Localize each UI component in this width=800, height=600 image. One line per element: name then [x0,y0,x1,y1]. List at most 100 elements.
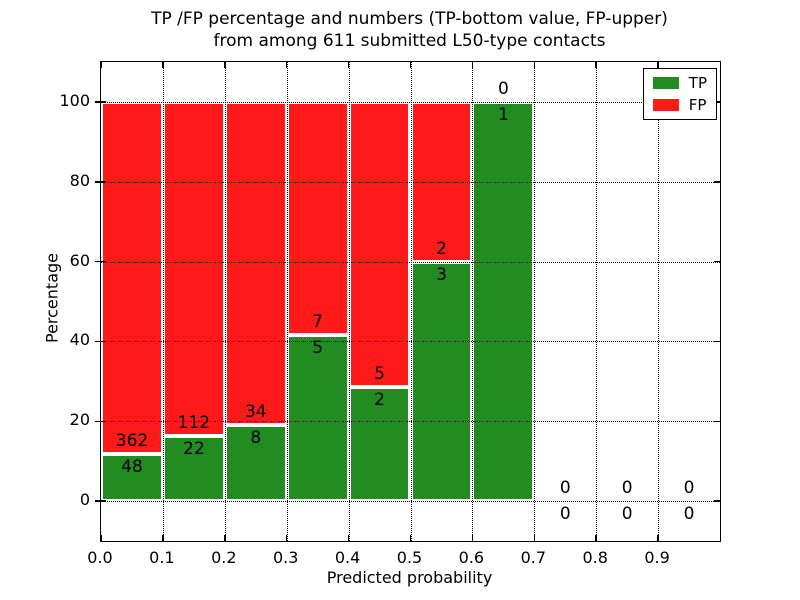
x-axis-tick [409,62,412,68]
x-tick-label: 0.3 [272,548,299,567]
tp-count-label: 3 [436,264,447,285]
x-axis-tick [533,535,536,541]
x-tick-label: 0.7 [520,548,547,567]
x-axis-tick [409,535,412,541]
y-axis-tick [95,101,106,103]
x-tick-label: 0.5 [396,548,423,567]
y-axis-tick [95,420,106,422]
v-gridline [286,62,288,541]
y-tick-label: 0 [79,490,90,510]
fp-count-label: 0 [497,78,509,99]
legend-entry-fp: FP [652,96,707,114]
v-gridline [658,62,660,541]
x-axis-tick [285,62,288,68]
x-axis-tick [162,535,164,541]
fp-legend-swatch [652,99,679,111]
fp-bar [162,101,225,436]
tp-count-label: 2 [374,390,385,411]
tp-count-label: 0 [559,504,571,525]
plot-area: TP FP 362 48 112 22 34 8 7 5 5 2 2 3 0 1 0 0 0 0 0 0 [95,61,721,542]
tp-count-label: 22 [183,438,205,459]
y-axis-tick [714,181,720,183]
x-axis-tick [657,535,659,541]
v-gridline [162,62,164,541]
fp-count-label: 34 [244,402,267,423]
tp-count-label: 8 [250,428,262,449]
y-tick-label: 20 [69,410,90,430]
fp-legend-label: FP [688,96,707,114]
y-axis-tick [95,260,106,263]
tp-count-label: 0 [683,504,695,525]
tp-bar [286,334,349,502]
chart-title-line1: TP /FP percentage and numbers (TP-bottom… [151,9,668,29]
x-tick-label: 0.0 [87,548,113,567]
tp-legend-label: TP [688,74,707,92]
x-axis-tick [224,535,226,541]
fp-count-label: 2 [436,238,447,259]
x-axis-tick [471,535,474,541]
x-axis-tick [162,62,164,68]
y-axis-tick [714,101,720,103]
fp-bar [348,101,411,388]
fp-count-label: 0 [683,478,695,499]
fp-bar [224,101,287,426]
v-gridline [472,62,474,541]
fp-bar [286,101,349,335]
x-axis-tick [347,62,350,68]
fp-count-label: 362 [115,431,149,452]
x-axis-tick [471,62,474,68]
x-tick-label: 0.4 [334,548,361,567]
x-axis-tick [100,535,102,541]
v-gridline [410,62,412,541]
y-axis-tick [714,420,720,422]
x-axis-tick [100,62,102,68]
x-tick-label: 0.8 [582,548,608,567]
v-gridline [224,62,226,541]
tp-bar [348,387,411,502]
x-tick-label: 0.6 [458,548,485,567]
y-axis-tick [714,260,720,263]
tp-count-label: 5 [312,337,324,358]
fp-count-label: 112 [177,412,211,433]
v-gridline [596,62,598,541]
fp-bar [101,101,163,455]
x-axis-tick [224,62,226,68]
y-axis-tick [95,340,106,343]
tp-bar [410,261,473,502]
y-tick-label: 80 [69,170,90,190]
x-axis-tick [657,62,659,68]
x-axis-tick [595,535,597,541]
chart-title-line2: from among 611 submitted L50-type contac… [213,31,606,51]
y-axis-tick [95,181,106,183]
x-tick-label: 0.9 [644,548,670,567]
y-tick-label: 60 [69,250,90,270]
y-axis-tick [95,500,106,502]
x-axis-tick [285,535,288,541]
x-axis-tick [347,535,350,541]
v-gridline [534,62,536,541]
tp-count-label: 1 [497,104,509,125]
fp-count-label: 7 [312,311,324,332]
fp-count-label: 0 [559,478,571,499]
x-axis-tick [595,62,597,68]
legend-entry-tp: TP [652,74,707,92]
fp-count-label: 0 [621,478,633,499]
legend: TP FP [642,68,717,120]
x-axis-label: Predicted probability [326,568,493,587]
y-axis-tick [714,500,720,502]
x-tick-label: 0.2 [211,548,237,567]
y-tick-label: 40 [69,330,90,350]
x-tick-label: 0.1 [149,548,175,567]
tp-bar [101,454,163,502]
fp-count-label: 5 [374,364,385,385]
tp-bar [472,101,535,502]
tp-count-label: 0 [621,504,633,525]
chart-title: TP /FP percentage and numbers (TP-bottom… [100,8,719,52]
y-axis-tick [714,340,720,343]
v-gridline [348,62,350,541]
tp-count-label: 48 [121,457,143,478]
tp-legend-swatch [652,77,679,89]
y-tick-label: 100 [59,90,90,110]
x-axis-tick [533,62,536,68]
